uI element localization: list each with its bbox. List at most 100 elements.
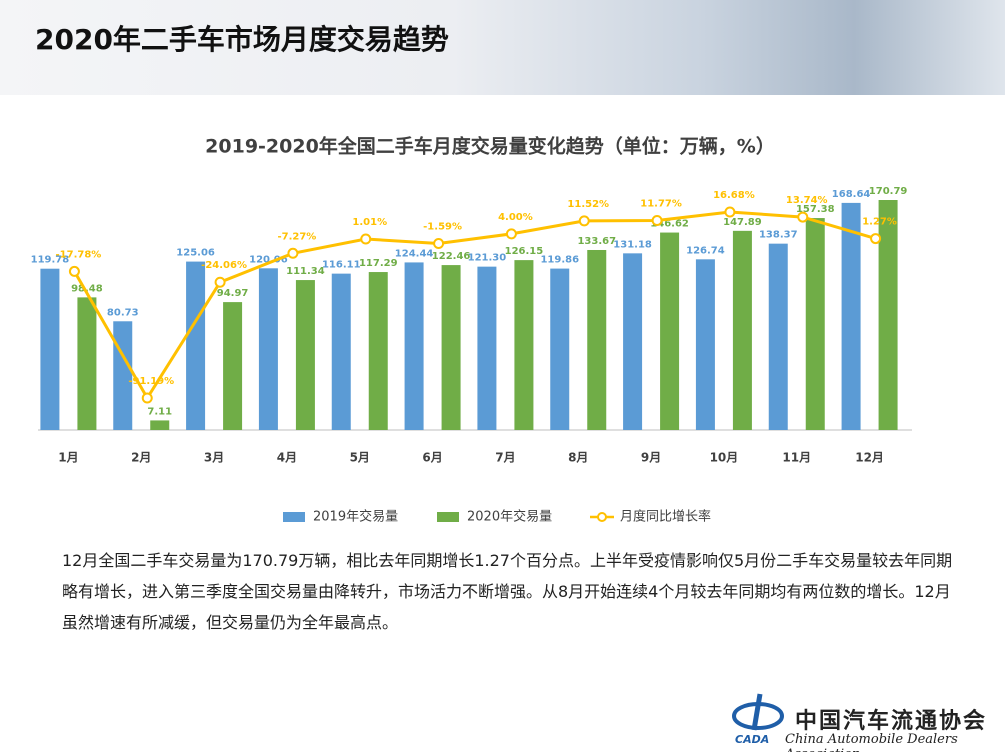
bar-value-label: 138.37 <box>759 230 798 241</box>
bar <box>477 266 497 430</box>
x-tick-label: 3月 <box>204 451 224 465</box>
bar <box>695 259 715 430</box>
bar <box>514 260 534 430</box>
growth-marker <box>505 228 517 240</box>
bar-value-label: 133.67 <box>577 236 616 247</box>
bar <box>258 268 278 430</box>
growth-line <box>73 210 877 401</box>
bar <box>441 265 461 430</box>
legend-swatch <box>437 512 459 522</box>
bar-value-label: 119.78 <box>31 255 70 266</box>
growth-label: -17.78% <box>56 249 102 260</box>
growth-label: 1.01% <box>352 217 387 228</box>
logo-name-en: China Automobile Dealers Association <box>785 732 958 752</box>
bar <box>186 261 206 430</box>
bar <box>878 200 898 430</box>
header-banner <box>0 0 1005 95</box>
bar <box>587 249 607 430</box>
growth-marker <box>287 247 299 259</box>
legend-marker <box>597 512 607 522</box>
bar <box>150 420 170 430</box>
growth-label: -91.19% <box>128 376 174 387</box>
growth-label: 11.52% <box>567 199 609 210</box>
bar-value-label: 117.29 <box>359 258 398 269</box>
legend-label: 月度同比增长率 <box>620 509 711 525</box>
growth-label: -24.06% <box>201 260 247 271</box>
logo-mark: CADA <box>735 733 770 746</box>
growth-marker <box>214 276 226 288</box>
bar-value-label: 94.97 <box>217 288 249 299</box>
x-tick-label: 1月 <box>58 451 78 465</box>
x-tick-label: 9月 <box>641 451 661 465</box>
growth-marker <box>651 214 663 226</box>
bar-value-label: 124.44 <box>395 248 434 259</box>
bar <box>368 272 388 430</box>
bar <box>404 262 424 430</box>
growth-marker <box>68 265 80 277</box>
bar-value-label: 7.11 <box>147 406 172 417</box>
logo-name: 中国汽车流通协会 <box>795 709 988 734</box>
bar <box>331 273 351 430</box>
growth-label: 4.00% <box>498 212 533 223</box>
x-tick-label: 4月 <box>277 451 297 465</box>
bar-value-label: 122.46 <box>432 251 471 262</box>
legend-label: 2019年交易量 <box>313 509 398 525</box>
legend-label: 2020年交易量 <box>467 509 552 525</box>
bar <box>77 297 97 430</box>
logo-icon <box>732 693 784 731</box>
chart-title: 2019-2020年全国二手车月度交易量变化趋势（单位：万辆，%） <box>205 135 775 158</box>
x-tick-label: 10月 <box>710 451 739 465</box>
bar-value-label: 125.06 <box>176 248 215 259</box>
bar <box>295 280 315 430</box>
x-tick-label: 12月 <box>855 451 884 465</box>
growth-label: 16.68% <box>713 190 755 201</box>
bar-value-label: 131.18 <box>613 239 652 250</box>
bar-value-label: 147.89 <box>723 217 762 228</box>
bar-value-label: 98.48 <box>71 283 103 294</box>
bar-value-label: 120.06 <box>249 254 288 265</box>
bar <box>768 243 788 430</box>
bar <box>660 232 680 430</box>
bar-value-label: 157.38 <box>796 204 835 215</box>
bar <box>40 268 60 430</box>
growth-label: 11.77% <box>640 198 682 209</box>
growth-marker <box>141 392 153 404</box>
bar <box>623 253 643 430</box>
bar-value-label: 116.11 <box>322 260 361 271</box>
growth-marker <box>797 211 809 223</box>
x-tick-label: 7月 <box>495 451 515 465</box>
growth-label: 13.74% <box>786 195 828 206</box>
bar-value-label: 146.62 <box>650 219 689 230</box>
bar-value-label: 121.30 <box>468 253 507 264</box>
growth-marker <box>724 206 736 218</box>
growth-label: -7.27% <box>277 231 316 242</box>
x-tick-label: 11月 <box>782 451 811 465</box>
bar-value-label: 168.64 <box>832 189 871 200</box>
slide-title: 2020年二手车市场月度交易趋势 <box>35 23 449 56</box>
bar-value-label: 170.79 <box>869 186 908 197</box>
x-tick-label: 2月 <box>131 451 151 465</box>
bar <box>732 230 752 430</box>
bar <box>841 202 861 430</box>
bar-value-label: 111.34 <box>286 266 325 277</box>
summary-text: 12月全国二手车交易量为170.79万辆，相比去年同期增长1.27个百分点。上半… <box>62 551 953 632</box>
x-tick-label: 8月 <box>568 451 588 465</box>
x-tick-label: 5月 <box>350 451 370 465</box>
bar-value-label: 119.86 <box>540 255 579 266</box>
growth-marker <box>870 233 882 245</box>
legend-swatch <box>283 512 305 522</box>
growth-marker <box>578 215 590 227</box>
chart: 2019-2020年全国二手车月度交易量变化趋势（单位：万辆，%） 1月 2月 3月… <box>31 135 912 525</box>
growth-marker <box>360 233 372 245</box>
x-tick-label: 6月 <box>422 451 442 465</box>
growth-label: 1.27% <box>862 217 897 228</box>
growth-marker <box>433 238 445 250</box>
bar-value-label: 126.15 <box>505 246 544 257</box>
bar-value-label: 126.74 <box>686 245 725 256</box>
bar <box>805 218 825 430</box>
bar-value-label: 80.73 <box>107 307 139 318</box>
growth-label: -1.59% <box>423 222 462 233</box>
bar <box>550 268 570 430</box>
bar <box>223 302 243 430</box>
